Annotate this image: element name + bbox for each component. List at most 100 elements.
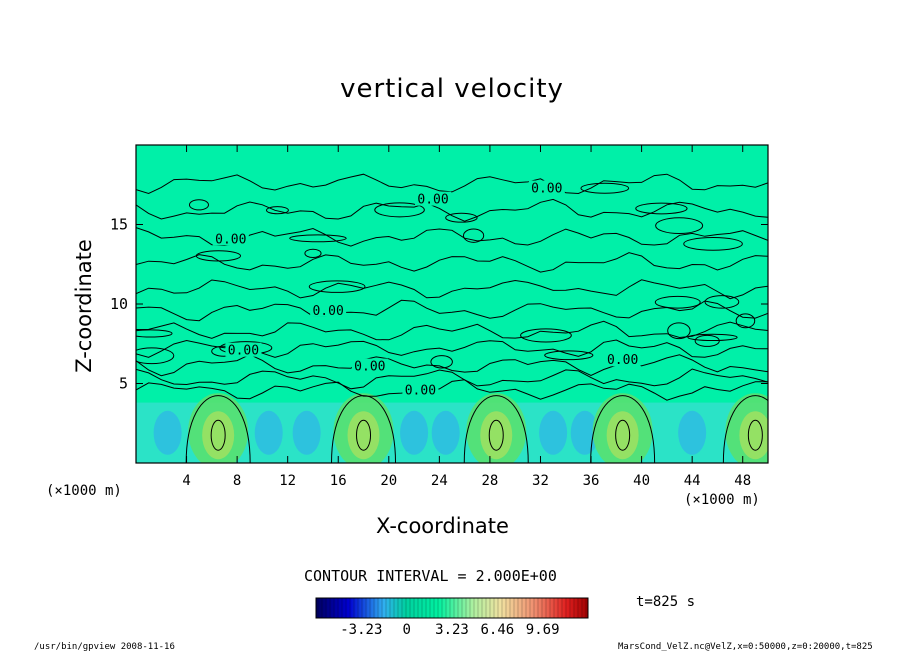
contour-label: 0.00 — [312, 304, 343, 319]
updraft-zero-contour — [463, 395, 529, 463]
updraft-contour — [615, 419, 631, 451]
x-tick-label: 16 — [330, 473, 347, 489]
colorbar-stripes — [317, 598, 587, 618]
downdraft-cell — [431, 410, 460, 455]
contour-loop — [195, 250, 242, 262]
contour-label-bg — [212, 231, 249, 246]
updraft-contour — [356, 419, 372, 451]
zero-contour-line — [136, 173, 768, 195]
contour-label-bg — [604, 352, 641, 367]
x-tick-label: 48 — [734, 473, 751, 489]
contour-loop — [188, 199, 209, 211]
zero-contour-line — [136, 354, 768, 377]
contour-label: 0.00 — [531, 182, 562, 197]
contour-label-bg — [415, 191, 452, 206]
updraft-zero-contour — [185, 395, 251, 463]
zero-contour-line — [136, 299, 768, 322]
colorbar-tick-label: 9.69 — [525, 622, 560, 638]
contour-loop — [304, 248, 322, 259]
contour-loop — [580, 182, 630, 194]
downdraft-cell — [292, 410, 321, 455]
contour-label: 0.00 — [405, 383, 436, 398]
footer-command: /usr/bin/gpview 2008-11-16 — [34, 642, 175, 652]
contour-interval-label: CONTOUR INTERVAL = 2.000E+00 — [304, 567, 557, 585]
contour-loop — [136, 329, 173, 338]
x-tick-label: 12 — [279, 473, 296, 489]
updraft-contour — [210, 419, 226, 451]
contour-loop — [289, 234, 347, 243]
y-tick-label: 15 — [110, 216, 128, 234]
zero-contour-line — [136, 320, 768, 341]
contour-loop — [735, 313, 756, 329]
updraft-contour — [747, 419, 763, 451]
contour-loop — [520, 328, 572, 343]
updraft-contour — [488, 419, 504, 451]
updraft-core — [347, 411, 380, 460]
contour-loop — [445, 212, 478, 223]
x-tick-label: 24 — [431, 473, 448, 489]
zero-contour-line — [136, 368, 768, 390]
contour-loop — [704, 295, 740, 309]
zero-contour-line — [136, 198, 768, 222]
updraft-core — [606, 411, 639, 460]
contour-loop — [655, 217, 704, 235]
updraft-zero-contour — [590, 395, 656, 463]
contour-loop — [635, 202, 688, 215]
downdraft-cell — [678, 410, 707, 455]
contour-label: 0.00 — [354, 360, 385, 375]
updraft-core — [480, 411, 513, 460]
downdraft-cell — [400, 410, 429, 455]
x-tick-label: 36 — [583, 473, 600, 489]
zero-contour-line — [136, 379, 768, 401]
contour-label-bg — [402, 382, 439, 397]
colorbar-tick-label: 0 — [402, 622, 411, 638]
colorbar — [315, 597, 589, 619]
y-tick-label: 5 — [119, 375, 128, 393]
x-tick-label: 40 — [633, 473, 650, 489]
colorbar-tick-label: 3.23 — [435, 622, 469, 638]
contour-label: 0.00 — [607, 353, 638, 368]
downdraft-cell — [254, 410, 283, 455]
contour-loop — [462, 228, 485, 243]
x-unit-label-left: (×1000 m) — [46, 483, 122, 499]
updraft-zero-contour — [722, 395, 768, 463]
downdraft-cell — [153, 410, 182, 455]
contour-loop — [308, 280, 366, 293]
contour-label-bg — [528, 180, 565, 195]
contour-label-bg — [225, 342, 262, 357]
x-tick-label: 20 — [380, 473, 397, 489]
y-tick-label: 10 — [110, 295, 128, 313]
x-tick-label: 32 — [532, 473, 549, 489]
contour-loop — [430, 355, 453, 369]
contour-label: 0.00 — [417, 193, 448, 208]
contour-loop — [654, 295, 701, 309]
x-tick-label: 44 — [684, 473, 701, 489]
zero-contour-line — [136, 279, 768, 300]
updraft-core — [739, 411, 768, 460]
colorbar-tick-label: 6.46 — [480, 622, 515, 638]
colorbar-tick-label: -3.23 — [340, 622, 383, 638]
contour-loop — [544, 350, 594, 361]
contour-label: 0.00 — [228, 344, 259, 359]
x-tick-label: 4 — [182, 473, 190, 489]
contour-loop — [374, 202, 425, 218]
contour-label: 0.00 — [215, 232, 246, 247]
chart-title: vertical velocity — [340, 74, 564, 104]
plot-area: 0.00 0.00 0.00 0.00 0.00 0.00 0.00 0.00 — [136, 145, 768, 463]
updraft-core — [202, 411, 235, 460]
contour-loop — [265, 206, 289, 215]
contour-loop — [667, 322, 691, 340]
x-axis-label: X-coordinate — [376, 514, 509, 538]
time-label: t=825 s — [636, 594, 696, 610]
x-tick-label: 28 — [481, 473, 498, 489]
zero-contour-line — [136, 252, 768, 273]
x-unit-label-right: (×1000 m) — [684, 492, 760, 508]
contour-label-bg — [310, 302, 347, 317]
contour-loop — [136, 347, 175, 365]
y-axis-label: Z-coordinate — [72, 239, 96, 373]
contour-loop — [687, 333, 738, 342]
contour-loop — [683, 236, 743, 251]
downdraft-cell — [539, 410, 568, 455]
